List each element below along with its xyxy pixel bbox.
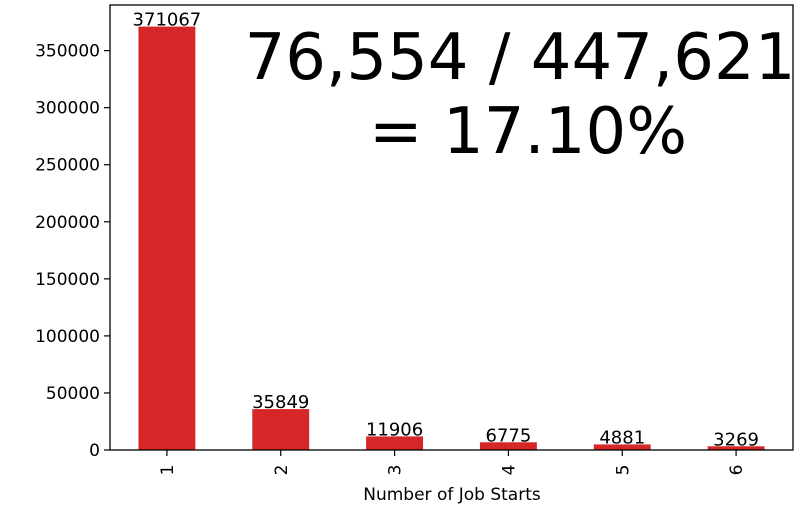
- y-tick-label-350000: 350000: [35, 42, 100, 62]
- data-label-4: 6775: [486, 425, 532, 446]
- data-label-6: 3269: [713, 429, 759, 450]
- x-tick-label-1: 1: [158, 465, 178, 476]
- data-label-1: 371067: [133, 10, 202, 31]
- bars-group: [138, 26, 765, 451]
- y-tick-label-50000: 50000: [46, 384, 100, 404]
- annotation-line-1: 76,554 / 447,621: [245, 21, 795, 95]
- data-label-3: 11906: [366, 419, 423, 440]
- x-tick-label-5: 5: [613, 465, 633, 476]
- x-tick-label-2: 2: [272, 465, 292, 476]
- y-tick-label-100000: 100000: [35, 327, 100, 347]
- x-axis: 1 2 3 4 5 6: [158, 450, 747, 475]
- y-tick-label-200000: 200000: [35, 213, 100, 233]
- y-tick-label-0: 0: [89, 441, 100, 461]
- bar-6: [707, 446, 765, 450]
- y-tick-label-150000: 150000: [35, 270, 100, 290]
- x-axis-label: Number of Job Starts: [363, 485, 541, 505]
- bar-3: [366, 436, 424, 450]
- data-label-2: 35849: [252, 392, 309, 413]
- data-label-5: 4881: [599, 427, 645, 448]
- plot-frame: [109, 4, 794, 451]
- annotation-line-2: = 17.10%: [369, 95, 687, 169]
- y-axis: 0 50000 100000 150000 200000 250000 300000 3500…: [35, 42, 110, 461]
- y-tick-label-300000: 300000: [35, 99, 100, 119]
- x-tick-label-4: 4: [499, 465, 519, 476]
- data-labels-group: 371067 35849 11906 6775 4881 3269: [133, 10, 759, 451]
- bar-4: [479, 442, 537, 450]
- bar-5: [593, 444, 651, 450]
- bar-1: [138, 26, 196, 451]
- x-tick-label-3: 3: [386, 465, 406, 476]
- x-tick-label-6: 6: [727, 465, 747, 476]
- bar-2: [252, 409, 310, 450]
- y-tick-label-250000: 250000: [35, 156, 100, 176]
